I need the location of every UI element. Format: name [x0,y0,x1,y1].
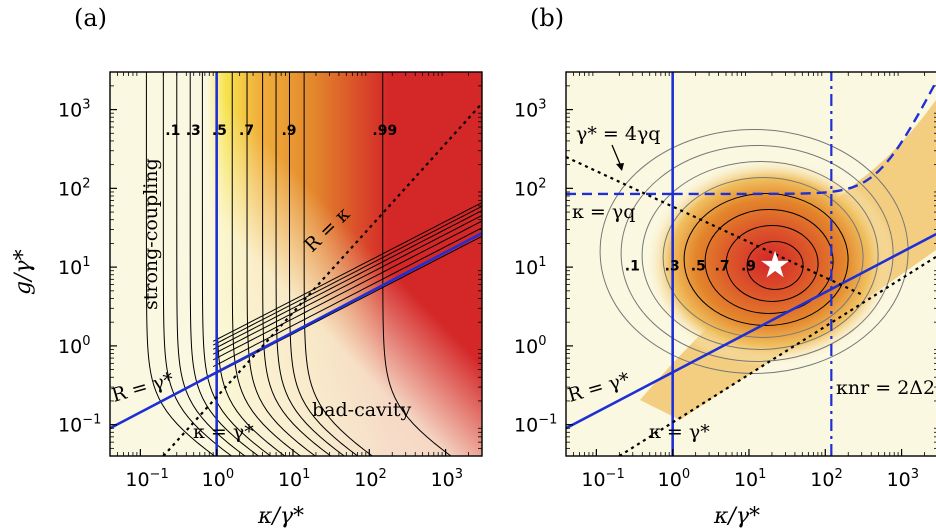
ticks-a: 10−1 100 101 102 103 10−1 100 101 102 103 [58,72,482,491]
contour-labels-a: .1 .3 .5 .7 .9 .99 [165,123,397,139]
region-label-strong: strong-coupling [140,158,162,310]
contour-label: .9 [741,258,756,274]
panel-label-b: (b) [530,4,564,32]
ticks-b: 10−1 100 101 102 103 10−1 100 101 102 103 [514,72,936,491]
contour-label: .1 [625,258,640,274]
contours-b [599,128,909,374]
x-tick-label: 103 [887,467,919,491]
contour-line [262,72,332,456]
contour-line [246,72,316,456]
heatmap-a-fade [110,72,482,456]
contour-line [288,72,358,456]
contour-line [620,144,894,362]
contour-label: .5 [212,123,227,139]
contour-line [275,72,345,456]
region-label-bad: bad-cavity [312,399,411,421]
x-tick-label: 101 [278,467,310,491]
x-axis-title-a: κ/γ* [257,504,304,529]
contour-line [704,208,834,314]
contour-line [212,202,482,342]
contour-line [641,160,879,350]
contour-line [746,240,804,290]
y-tick-label: 100 [514,334,546,358]
annotation-gamma-q-arrowhead [616,163,624,171]
contour-line [382,72,452,456]
x-tick-label: 100 [202,467,234,491]
x-axis-title-b: κ/γ* [713,504,760,529]
contour-line [683,192,849,326]
panel-a: .1 .3 .5 .7 .9 .99 10−1 100 101 102 103 10−1 100 101… [11,71,483,529]
contour-label: .3 [665,258,680,274]
contour-label: .99 [372,123,397,139]
reference-line [162,102,482,456]
contour-label: .5 [691,258,706,274]
reference-line [672,79,936,196]
y-tick-label: 101 [58,255,90,279]
contour-line [662,176,864,338]
panel-b: .1 .3 .5 .7 .9 10−1 100 101 102 103 10−1 100 101 102… [514,71,936,529]
contour-line [303,72,373,456]
contour-labels-b: .1 .3 .5 .7 .9 [625,258,756,274]
contour-line [212,210,482,350]
contour-line [231,72,301,456]
panel-label-a: (a) [74,4,107,32]
contour-line [189,72,259,456]
contour-line [725,224,819,302]
y-tick-label: 102 [514,176,546,200]
annotation-kappa-nr: κnr = 2Δ2 [836,377,935,399]
contour-label: .7 [239,123,254,139]
y-tick-label: 10−1 [514,413,557,437]
y-tick-label: 103 [514,98,546,122]
x-tick-label: 10−1 [125,467,168,491]
lines-a [110,72,482,456]
reference-line [566,232,936,430]
contour-line [162,72,232,456]
contour-label: .9 [281,123,296,139]
x-tick-label: 103 [431,467,463,491]
x-tick-label: 10−1 [581,467,624,491]
reference-line [566,156,863,296]
contour-line [212,220,482,361]
x-tick-label: 101 [734,467,766,491]
y-axis-title-a: g/γ* [11,249,36,295]
contour-line [599,128,909,374]
annotation-kappa-gamma-b: κ = γ* [649,421,710,443]
contour-line [145,72,215,456]
reference-line [110,231,482,430]
frame-b [565,71,936,457]
y-tick-label: 10−1 [58,413,101,437]
lines-b [566,72,936,456]
x-tick-label: 100 [658,467,690,491]
contour-label: .3 [186,123,201,139]
contour-line [212,227,482,368]
annotation-gamma-q: γ* = 4γq [576,123,660,145]
x-tick-label: 102 [354,467,386,491]
contour-line [201,72,271,456]
contour-line [176,72,246,456]
contour-line [212,214,482,355]
optimum-star [761,250,790,278]
annotation-kappa-gamma-a: κ = γ* [193,421,254,443]
y-tick-label: 103 [58,98,90,122]
annotation-gamma-q-arrow [611,144,621,165]
annotation-kappa-q: κ = γq [572,201,635,223]
x-tick-label: 102 [810,467,842,491]
contour-label: .7 [715,258,730,274]
frame-a [109,71,483,457]
contour-line [212,205,482,346]
contour-label: .1 [165,123,180,139]
y-tick-label: 101 [514,255,546,279]
y-tick-label: 100 [58,334,90,358]
y-tick-label: 102 [58,176,90,200]
